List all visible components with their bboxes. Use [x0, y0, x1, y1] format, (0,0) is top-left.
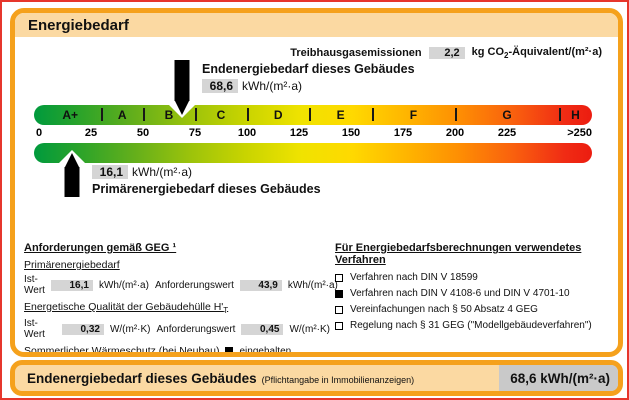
ist-wert-unit: kWh/(m²·a)	[98, 279, 149, 291]
scale-class-H: H	[571, 108, 580, 122]
primary-energy-unit: kWh/(m²·a)	[132, 165, 192, 179]
method-item: Regelung nach § 31 GEG ("Modellgebäudeve…	[335, 320, 617, 331]
footer-value-box: 68,6 kWh/(m²·a)	[499, 365, 618, 391]
scale-divider	[455, 108, 457, 121]
footer-title: Endenergiebedarf dieses Gebäudes	[27, 370, 257, 386]
scale-divider	[371, 108, 374, 121]
primary-energy-value-row: 16,1 kWh/(m²·a)	[92, 165, 192, 179]
scale-class-G: G	[502, 108, 512, 122]
scale-tick-50: 50	[136, 127, 150, 139]
energiebedarf-panel: Energiebedarf Treibhausgasemissionen 2,2…	[10, 8, 623, 357]
ist-wert-value: 0,32	[61, 323, 104, 335]
scale-tick-200: 200	[445, 127, 465, 139]
checkbox-icon	[335, 305, 343, 314]
method-item-label: Verfahren nach DIN V 4108-6 und DIN V 47…	[350, 288, 570, 299]
ist-wert-unit: W/(m²·K)	[109, 323, 151, 335]
primary-energy-requirement-row: Ist-Wert 16,1 kWh/(m²·a) Anforderungswer…	[24, 274, 338, 296]
summer-heat-protection-label: Sommerlicher Wärmeschutz (bei Neubau)	[24, 345, 220, 357]
scale-tick-25: 25	[84, 127, 98, 139]
checkbox-icon	[335, 289, 343, 298]
scale-divider	[309, 108, 312, 121]
requirements-section: Anforderungen gemäß GEG ¹ Primärenergieb…	[24, 242, 338, 357]
checkbox-icon	[335, 321, 343, 330]
energy-efficiency-scale: A+ A B C D E F G H 0 25 50 75 100 125 150 175 200 225 >250	[34, 60, 592, 197]
anforderungswert-value: 0,45	[241, 323, 284, 335]
scale-class-A+: A+	[62, 108, 79, 122]
ist-wert-value: 16,1	[50, 279, 93, 291]
anforderungswert-label: Anforderungswert	[156, 323, 236, 335]
scale-class-C: C	[216, 108, 226, 122]
scale-divider	[101, 108, 104, 121]
method-item-label: Regelung nach § 31 GEG ("Modellgebäudeve…	[350, 320, 592, 331]
emissions-value: 2,2	[428, 47, 465, 60]
method-item: Verfahren nach DIN V 4108-6 und DIN V 47…	[335, 288, 617, 299]
ist-wert-label: Ist-Wert	[24, 274, 45, 296]
up-arrow-tip	[65, 153, 80, 167]
scale-tick-end: >250	[567, 127, 592, 139]
greenhouse-emissions-row: Treibhausgasemissionen 2,2 kg CO2-Äquiva…	[290, 46, 602, 60]
method-item-label: Vereinfachungen nach § 50 Absatz 4 GEG	[350, 304, 538, 315]
ist-wert-label: Ist-Wert	[24, 318, 45, 341]
anforderungswert-value: 43,9	[239, 279, 282, 291]
scale-class-D: D	[273, 108, 283, 122]
primary-energy-value: 16,1	[92, 165, 128, 179]
checkbox-icon	[335, 273, 343, 282]
method-item: Verfahren nach DIN V 18599	[335, 272, 617, 283]
footer-note: (Pflichtangabe in Immobilienanzeigen)	[261, 374, 415, 385]
up-arrow-icon	[64, 167, 80, 197]
scale-tick-125: 125	[289, 127, 309, 139]
scale-tick-225: 225	[497, 127, 517, 139]
scale-divider	[247, 108, 249, 121]
scale-class-E: E	[336, 108, 345, 122]
class-band: A+ A B C D E F G H	[34, 105, 592, 125]
primary-energy-title: Primärenergiebedarf dieses Gebäudes	[92, 182, 321, 196]
down-arrow-tip	[174, 101, 189, 115]
envelope-quality-subheading: Energetische Qualität der Gebäudehülle H…	[24, 301, 229, 316]
page-title: Energiebedarf	[28, 16, 129, 34]
emissions-unit: kg CO2-Äquivalent/(m²·a)	[471, 46, 602, 61]
scale-divider	[195, 108, 197, 121]
anforderungswert-label: Anforderungswert	[154, 279, 234, 291]
method-item: Vereinfachungen nach § 50 Absatz 4 GEG	[335, 304, 617, 315]
scale-tick-75: 75	[188, 127, 202, 139]
filled-square-icon	[225, 347, 234, 352]
calculation-method-section: Für Energiebedarfsberechnungen verwendet…	[335, 242, 617, 336]
scale-tick-175: 175	[393, 127, 413, 139]
end-energy-title: Endenergiebedarf dieses Gebäudes	[202, 62, 415, 76]
scale-class-F: F	[409, 108, 418, 122]
scale-divider	[143, 108, 145, 121]
scale-tick-100: 100	[237, 127, 257, 139]
requirements-heading: Anforderungen gemäß GEG ¹	[24, 242, 177, 254]
anforderungswert-unit: W/(m²·K)	[289, 323, 330, 335]
end-energy-value-row: 68,6 kWh/(m²·a)	[202, 79, 302, 93]
scale-divider	[559, 108, 561, 121]
footer-bar: Endenergiebedarf dieses Gebäudes (Pflich…	[10, 360, 623, 396]
panel-header: Energiebedarf	[15, 13, 618, 37]
emissions-label: Treibhausgasemissionen	[290, 47, 422, 60]
anforderungswert-unit: kWh/(m²·a)	[287, 279, 338, 291]
scale-tick-0: 0	[35, 127, 43, 139]
primary-energy-subheading: Primärenergiebedarf	[24, 259, 120, 271]
scale-tick-150: 150	[341, 127, 361, 139]
summer-heat-protection-status: eingehalten	[239, 345, 292, 357]
method-heading: Für Energiebedarfsberechnungen verwendet…	[335, 242, 582, 266]
end-energy-value: 68,6	[202, 79, 238, 93]
envelope-quality-requirement-row: Ist-Wert 0,32 W/(m²·K) Anforderungswert …	[24, 318, 330, 340]
method-item-label: Verfahren nach DIN V 18599	[350, 272, 478, 283]
scale-class-A: A	[117, 108, 127, 122]
down-arrow-icon	[174, 60, 190, 101]
end-energy-unit: kWh/(m²·a)	[242, 79, 302, 93]
summer-heat-protection-row: Sommerlicher Wärmeschutz (bei Neubau) ei…	[24, 345, 330, 357]
footer-title-row: Endenergiebedarf dieses Gebäudes (Pflich…	[15, 371, 414, 386]
value-band	[34, 143, 592, 163]
